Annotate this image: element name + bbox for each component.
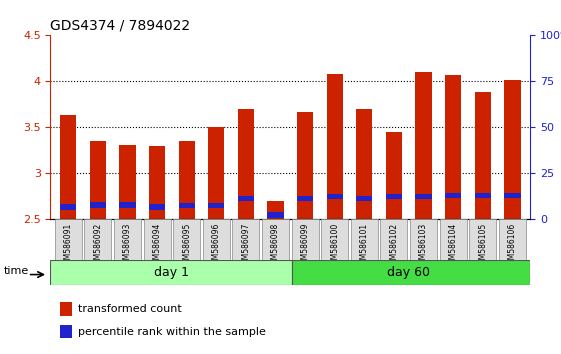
- Bar: [178, 203, 195, 209]
- Bar: [238, 195, 254, 201]
- Text: GSM586104: GSM586104: [449, 223, 458, 269]
- Text: GSM586099: GSM586099: [301, 223, 310, 269]
- Bar: [410, 219, 437, 260]
- Bar: [504, 80, 521, 219]
- Bar: [90, 141, 106, 219]
- Text: GSM586095: GSM586095: [182, 223, 191, 269]
- Bar: [144, 219, 171, 260]
- Bar: [60, 325, 72, 338]
- Text: percentile rank within the sample: percentile rank within the sample: [79, 327, 266, 337]
- Text: GSM586096: GSM586096: [212, 223, 221, 269]
- Bar: [50, 260, 292, 285]
- Bar: [415, 72, 432, 219]
- Bar: [297, 195, 313, 201]
- Bar: [445, 193, 461, 198]
- Bar: [475, 193, 491, 198]
- Bar: [351, 219, 378, 260]
- Bar: [208, 127, 224, 219]
- Bar: [504, 193, 521, 198]
- Bar: [149, 204, 165, 210]
- Text: GSM586097: GSM586097: [241, 223, 250, 269]
- Text: GSM586105: GSM586105: [479, 223, 488, 269]
- Bar: [356, 109, 373, 219]
- Text: day 60: day 60: [387, 266, 430, 279]
- Bar: [268, 212, 284, 218]
- Text: GSM586100: GSM586100: [330, 223, 339, 269]
- Bar: [60, 204, 76, 210]
- Bar: [119, 202, 136, 207]
- Bar: [232, 219, 259, 260]
- Text: GSM586094: GSM586094: [153, 223, 162, 269]
- Bar: [380, 219, 407, 260]
- Bar: [292, 260, 530, 285]
- Bar: [321, 219, 348, 260]
- Bar: [297, 112, 313, 219]
- Bar: [55, 219, 82, 260]
- Bar: [445, 75, 461, 219]
- Bar: [60, 302, 72, 315]
- Bar: [356, 195, 373, 201]
- Bar: [327, 194, 343, 199]
- Bar: [178, 141, 195, 219]
- Bar: [327, 74, 343, 219]
- Bar: [114, 219, 141, 260]
- Text: time: time: [4, 266, 29, 276]
- Text: GSM586102: GSM586102: [389, 223, 398, 269]
- Bar: [386, 132, 402, 219]
- Bar: [475, 92, 491, 219]
- Text: GSM586092: GSM586092: [93, 223, 102, 269]
- Bar: [469, 219, 496, 260]
- Bar: [149, 146, 165, 219]
- Bar: [440, 219, 467, 260]
- Text: GSM586098: GSM586098: [271, 223, 280, 269]
- Bar: [238, 109, 254, 219]
- Bar: [415, 194, 432, 199]
- Bar: [119, 145, 136, 219]
- Text: transformed count: transformed count: [79, 304, 182, 314]
- Bar: [292, 219, 319, 260]
- Text: day 1: day 1: [154, 266, 190, 279]
- Bar: [262, 219, 289, 260]
- Text: GDS4374 / 7894022: GDS4374 / 7894022: [50, 19, 191, 33]
- Bar: [386, 194, 402, 199]
- Bar: [84, 219, 112, 260]
- Text: GSM586103: GSM586103: [419, 223, 428, 269]
- Bar: [90, 202, 106, 207]
- Text: GSM586106: GSM586106: [508, 223, 517, 269]
- Text: GSM586091: GSM586091: [64, 223, 73, 269]
- Bar: [499, 219, 526, 260]
- Text: GSM586093: GSM586093: [123, 223, 132, 269]
- Text: GSM586101: GSM586101: [360, 223, 369, 269]
- Bar: [60, 115, 76, 219]
- Bar: [203, 219, 230, 260]
- Bar: [208, 203, 224, 209]
- Bar: [268, 201, 284, 219]
- Bar: [173, 219, 200, 260]
